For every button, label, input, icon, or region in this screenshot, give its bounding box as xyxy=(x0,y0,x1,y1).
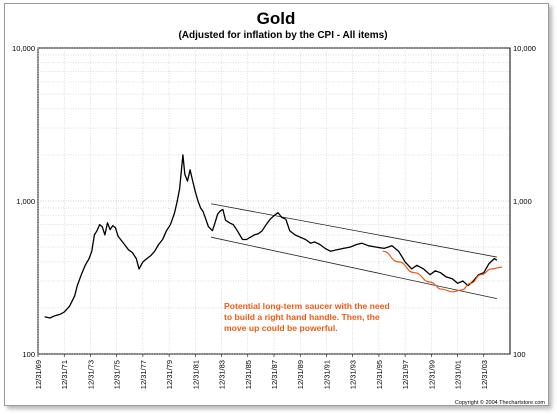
x-tick-label: 12/31/93 xyxy=(349,360,358,389)
x-tick-label: 12/31/85 xyxy=(244,360,253,389)
grid-lines xyxy=(37,47,510,355)
x-tick-label: 12/31/71 xyxy=(60,360,69,389)
gold-chart: Gold (Adjusted for inflation by the CPI … xyxy=(12,9,546,406)
channel-line-lower xyxy=(210,236,497,300)
annotation-line-1: Potential long-term saucer with the need xyxy=(224,301,390,311)
x-tick-label: 12/31/91 xyxy=(322,360,331,389)
trend-channel xyxy=(210,203,497,300)
channel-line-upper xyxy=(210,203,497,258)
x-tick-label: 12/31/95 xyxy=(375,360,384,389)
chart-frame: Gold (Adjusted for inflation by the CPI … xyxy=(4,3,549,406)
annotation-line-3: move up could be powerful. xyxy=(224,323,338,333)
x-tick-label: 12/31/79 xyxy=(165,360,174,389)
y-tick-label-right: 1,000 xyxy=(513,197,532,206)
x-tick-label: 12/31/01 xyxy=(454,360,463,389)
saucer-curve xyxy=(382,250,503,293)
x-tick-label: 12/31/75 xyxy=(113,360,122,389)
x-tick-label: 12/31/69 xyxy=(34,360,43,389)
y-axis-right: 100 1,000 10,000 xyxy=(513,44,536,359)
chart-subtitle: (Adjusted for inflation by the CPI - All… xyxy=(178,30,387,41)
x-tick-label: 12/31/97 xyxy=(401,360,410,389)
x-tick-label: 12/31/77 xyxy=(139,360,148,389)
x-tick-label: 12/31/03 xyxy=(480,360,489,389)
saucer-annotation: Potential long-term saucer with the need… xyxy=(224,301,390,333)
y-tick-label-right: 10,000 xyxy=(513,44,536,53)
x-axis: 12/31/69 12/31/71 12/31/73 12/31/75 12/31/77… xyxy=(34,354,489,389)
y-axis-left: 100 1,000 10,000 xyxy=(12,44,35,359)
x-tick-label: 12/31/99 xyxy=(427,360,436,389)
saucer-path xyxy=(382,250,503,293)
x-tick-label: 12/31/87 xyxy=(270,360,279,389)
gold-price-series xyxy=(44,154,498,319)
y-tick-label-left: 10,000 xyxy=(12,44,35,53)
copyright-notice: Copyright © 2004 Thechartstore.com xyxy=(455,399,546,406)
x-tick-label: 12/31/81 xyxy=(191,360,200,389)
x-tick-label: 12/31/89 xyxy=(296,360,305,389)
price-line xyxy=(44,154,498,319)
y-tick-label-left: 1,000 xyxy=(16,197,35,206)
y-tick-label-right: 100 xyxy=(513,350,526,359)
y-tick-label-left: 100 xyxy=(22,350,35,359)
chart-title: Gold xyxy=(257,9,296,28)
x-tick-label: 12/31/83 xyxy=(218,360,227,389)
x-tick-label: 12/31/73 xyxy=(86,360,95,389)
annotation-line-2: to build a right hand handle. Then, the xyxy=(224,312,380,322)
